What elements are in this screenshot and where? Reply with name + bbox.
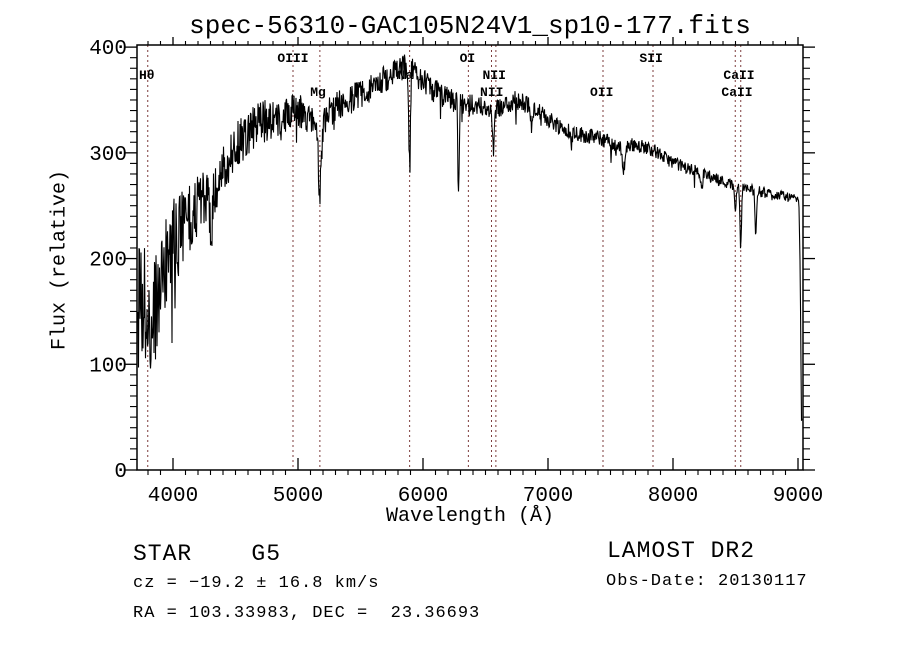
cz-value: cz = −19.2 ± 16.8 km/s bbox=[133, 574, 380, 593]
plot-border bbox=[136, 44, 804, 471]
x-tick-label: 7000 bbox=[523, 485, 573, 508]
classification-label: STAR G5 bbox=[133, 541, 282, 567]
spectral-line-label: Mg bbox=[310, 85, 326, 100]
spectral-line-label: CaII bbox=[721, 85, 752, 100]
x-tick-label: 9000 bbox=[773, 485, 823, 508]
x-tick-label: 4000 bbox=[148, 485, 198, 508]
spectral-line-label: NII bbox=[483, 68, 506, 83]
x-axis-title: Wavelength (Å) bbox=[385, 505, 555, 528]
obs-date-value: Obs-Date: 20130117 bbox=[606, 572, 808, 591]
y-tick-label: 100 bbox=[89, 355, 127, 378]
spectral-line-label: OIII bbox=[277, 51, 308, 66]
survey-label: LAMOST DR2 bbox=[607, 538, 756, 564]
y-tick-label: 200 bbox=[89, 250, 127, 273]
spectral-line-label: NII bbox=[480, 85, 503, 100]
x-tick-label: 8000 bbox=[648, 485, 698, 508]
spectral-line-label: CaII bbox=[723, 68, 754, 83]
spectral-line-label: Hθ bbox=[139, 68, 155, 83]
ra-dec-value: RA = 103.33983, DEC = 23.36693 bbox=[133, 604, 481, 623]
y-tick-label: 0 bbox=[114, 461, 127, 484]
spectral-line-label: SII bbox=[639, 51, 662, 66]
y-tick-label: 300 bbox=[89, 144, 127, 167]
x-tick-label: 5000 bbox=[273, 485, 323, 508]
spectrum-trace bbox=[137, 54, 803, 421]
x-tick-label: 6000 bbox=[398, 485, 448, 508]
spectral-line-label: OII bbox=[590, 85, 613, 100]
y-axis-title: Flux (relative) bbox=[48, 169, 72, 351]
y-tick-label: 400 bbox=[89, 38, 127, 61]
spectral-line-label: OI bbox=[460, 51, 476, 66]
plot-title: spec-56310-GAC105N24V1_sp10-177.fits bbox=[189, 11, 751, 41]
